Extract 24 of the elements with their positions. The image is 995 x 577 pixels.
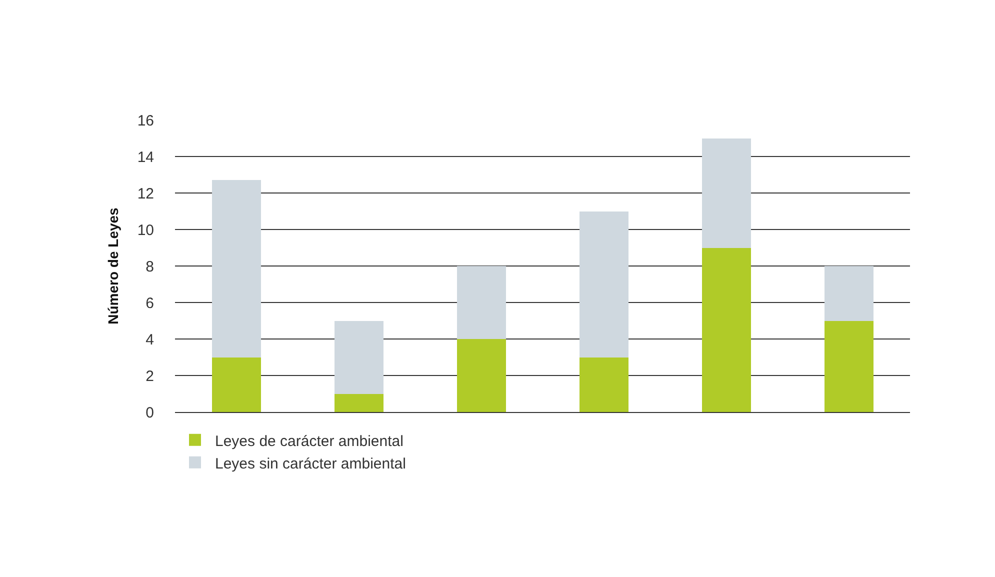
- y-tick-label: 14: [137, 148, 154, 166]
- y-tick-label: 12: [137, 185, 154, 202]
- bar: [456, 339, 506, 412]
- bar: [824, 320, 874, 412]
- y-tick-label: 2: [146, 368, 154, 385]
- y-tick-label: 6: [146, 294, 154, 312]
- bar: [702, 138, 751, 248]
- y-tick-label: 0: [146, 404, 154, 422]
- legend-label: Leyes de carácter ambiental: [215, 432, 404, 450]
- bar: [456, 266, 506, 339]
- y-tick-label: 8: [146, 258, 154, 276]
- bar: [579, 211, 628, 358]
- legend-label: Leyes sin carácter ambiental: [215, 455, 406, 472]
- bar: [579, 357, 628, 412]
- bar: [212, 180, 261, 358]
- y-tick-label: 16: [137, 112, 154, 130]
- y-tick-label: 4: [146, 331, 154, 348]
- y-axis-title: Número de Leyes: [104, 207, 121, 324]
- bar: [212, 357, 261, 412]
- bar: [702, 248, 751, 412]
- y-tick-label: 10: [137, 222, 154, 239]
- bar: [824, 266, 874, 321]
- bar: [334, 320, 384, 394]
- bar: [334, 394, 384, 412]
